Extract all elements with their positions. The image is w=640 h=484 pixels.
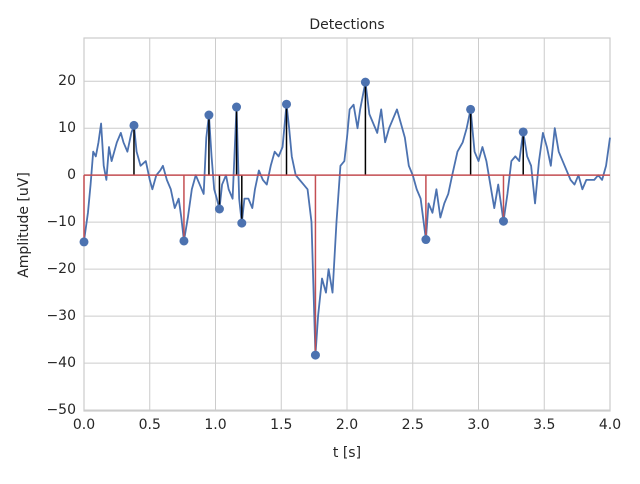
y-tick-label: −40 xyxy=(46,355,76,371)
detection-marker xyxy=(204,110,214,120)
x-tick-label: 2.0 xyxy=(336,417,358,433)
y-tick-label: 10 xyxy=(58,120,76,136)
detection-marker xyxy=(360,77,370,87)
x-axis-label: t [s] xyxy=(333,445,361,461)
detection-marker xyxy=(282,99,292,109)
y-tick-label: 0 xyxy=(67,167,76,183)
x-tick-label: 0.0 xyxy=(73,417,95,433)
detection-marker xyxy=(79,237,89,247)
detection-marker xyxy=(498,216,508,226)
detection-marker xyxy=(466,104,476,114)
x-tick-label: 1.0 xyxy=(204,417,226,433)
signal-line xyxy=(83,81,611,356)
detection-marker xyxy=(179,236,189,246)
y-tick-label: −20 xyxy=(46,261,76,277)
x-tick-label: 1.5 xyxy=(270,417,292,433)
x-tick-label: 2.5 xyxy=(402,417,424,433)
y-tick-label: −10 xyxy=(46,214,76,230)
x-tick-label: 4.0 xyxy=(599,417,621,433)
detection-marker xyxy=(518,127,528,137)
detection-marker xyxy=(232,102,242,112)
detection-marker xyxy=(214,204,224,214)
y-tick-label: −30 xyxy=(46,308,76,324)
y-tick-label: 20 xyxy=(58,73,76,89)
detection-marker xyxy=(421,235,431,245)
y-tick-label: −50 xyxy=(46,402,76,418)
detection-marker xyxy=(310,350,320,360)
y-axis-label: Amplitude [uV] xyxy=(16,172,32,278)
x-tick-label: 3.0 xyxy=(467,417,489,433)
chart-title: Detections xyxy=(309,17,384,33)
x-tick-label: 0.5 xyxy=(139,417,161,433)
detection-marker xyxy=(237,218,247,228)
detection-marker xyxy=(129,120,139,130)
x-tick-label: 3.5 xyxy=(533,417,555,433)
